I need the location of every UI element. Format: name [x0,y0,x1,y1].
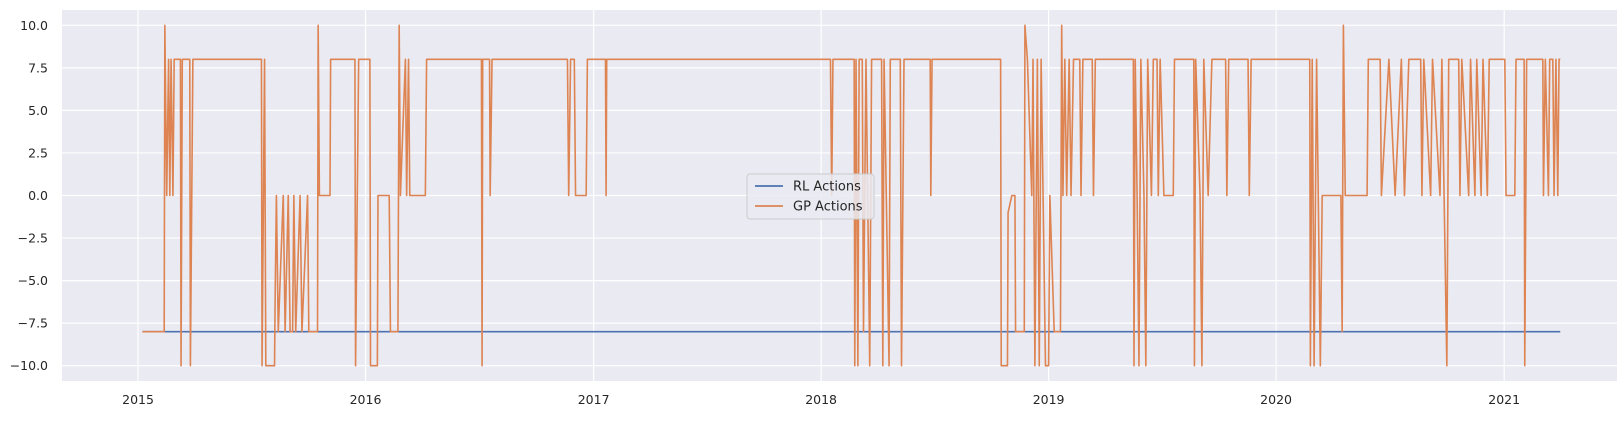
y-tick-label: −2.5 [18,231,48,246]
x-tick-label: 2019 [1033,392,1065,407]
y-tick-label: −7.5 [18,316,48,331]
y-tick-label: 10.0 [20,18,48,33]
x-tick-label: 2021 [1488,392,1520,407]
legend-label-gp-actions: GP Actions [793,200,863,215]
y-tick-label: −5.0 [18,273,48,288]
x-tick-label: 2016 [350,392,382,407]
series-layer [142,24,1561,367]
y-tick-label: −10.0 [10,358,48,373]
x-axis: 2015 2016 2017 2018 2019 2020 2021 [122,392,1520,407]
y-tick-label: 0.0 [28,188,48,203]
legend-label-rl-actions: RL Actions [793,180,861,195]
y-tick-label: 2.5 [28,145,48,160]
legend: RL Actions GP Actions [746,173,875,220]
y-tick-label: 5.0 [28,103,48,118]
x-tick-label: 2017 [578,392,610,407]
y-tick-label: 7.5 [28,60,48,75]
series-line-gp-actions [142,24,1561,367]
grid-lines [62,10,1617,381]
x-tick-label: 2020 [1260,392,1292,407]
x-tick-label: 2018 [805,392,837,407]
y-axis: 10.0 7.5 5.0 2.5 0.0 −2.5 −5.0 −7.5 −10.0 [10,18,48,373]
x-tick-label: 2015 [122,392,154,407]
